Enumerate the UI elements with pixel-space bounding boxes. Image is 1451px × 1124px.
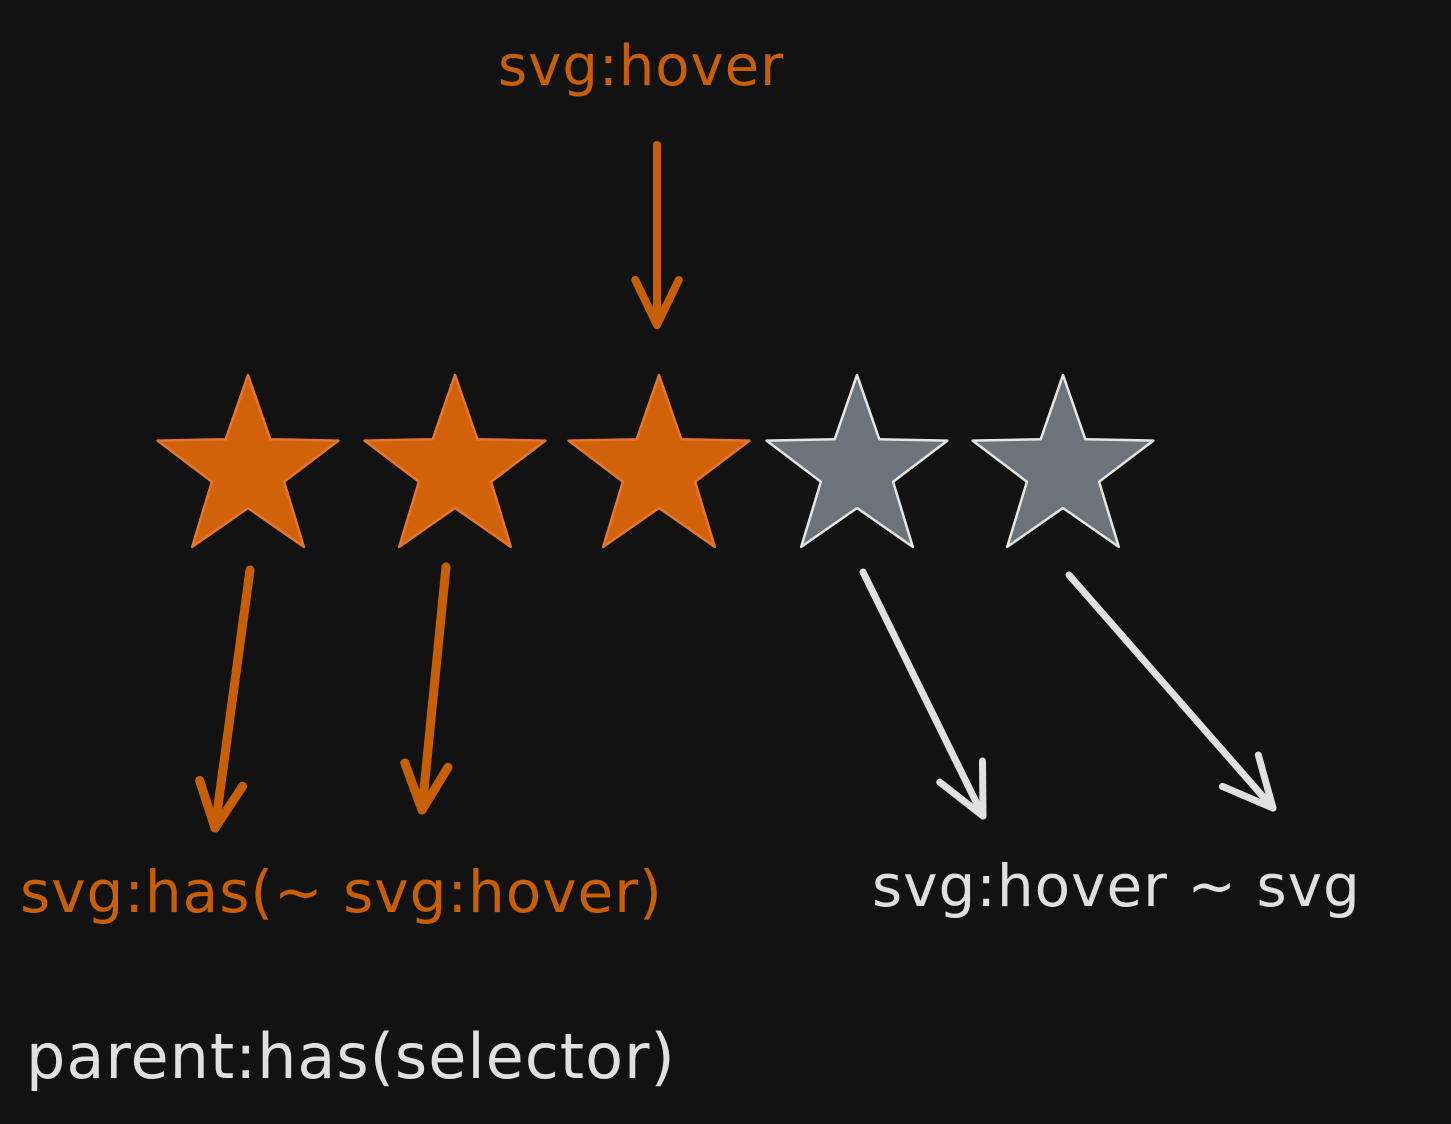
- arrow-star5-to-right-label: [1065, 571, 1277, 812]
- arrow-star2-to-left-label: [400, 562, 453, 815]
- hover-selector-label: svg:hover: [498, 34, 785, 99]
- arrow-star1-to-left-label: [195, 565, 255, 833]
- star-icon-3-filled[interactable]: [567, 373, 751, 549]
- next-siblings-selector-label: svg:hover ~ svg: [872, 852, 1361, 920]
- arrows-group: [195, 141, 1277, 833]
- star-icon-5-empty[interactable]: [971, 373, 1155, 549]
- previous-siblings-selector-label: svg:has(~ svg:hover): [20, 858, 663, 926]
- star-icon-2-filled[interactable]: [363, 373, 547, 549]
- star-icon-1-filled[interactable]: [156, 373, 340, 549]
- has-selector-syntax-label: parent:has(selector): [26, 1020, 676, 1093]
- arrow-star4-to-right-label: [859, 568, 987, 820]
- star-icon-4-empty[interactable]: [765, 373, 949, 549]
- arrow-hover-down: [631, 141, 683, 329]
- star-rating: [156, 373, 1155, 549]
